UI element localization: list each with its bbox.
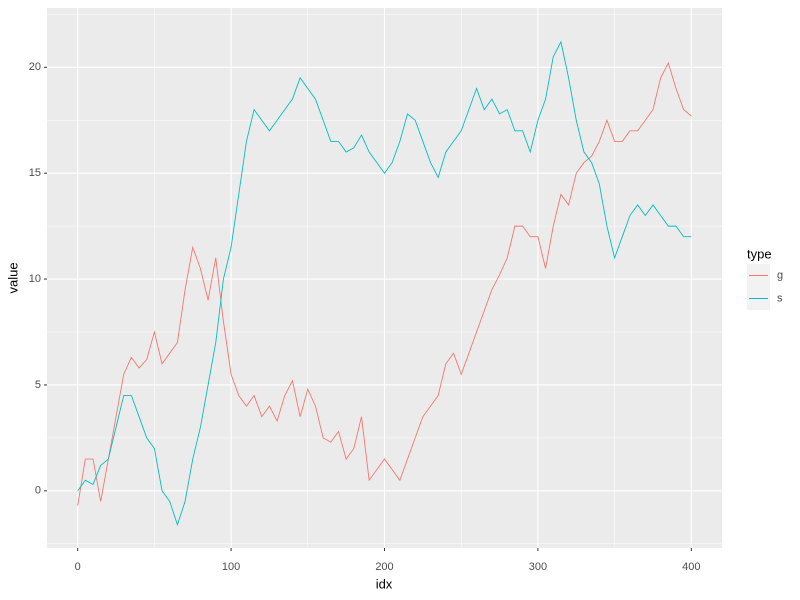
x-tick-label: 0 bbox=[75, 561, 81, 573]
y-tick-label: 5 bbox=[35, 379, 41, 391]
y-tick-label: 15 bbox=[29, 167, 41, 179]
x-tick-label: 400 bbox=[682, 561, 700, 573]
x-tick-label: 300 bbox=[529, 561, 547, 573]
legend-label: g bbox=[777, 269, 783, 281]
legend-label: s bbox=[777, 292, 783, 304]
y-tick-label: 0 bbox=[35, 485, 41, 497]
x-tick-label: 200 bbox=[375, 561, 393, 573]
y-tick-label: 10 bbox=[29, 273, 41, 285]
series-line bbox=[77, 40, 692, 527]
x-tick-label: 100 bbox=[222, 561, 240, 573]
y-tick-label: 20 bbox=[29, 61, 41, 73]
x-axis-label: idx bbox=[376, 576, 393, 591]
y-axis-label: value bbox=[5, 262, 20, 293]
legend-title: type bbox=[747, 246, 772, 261]
